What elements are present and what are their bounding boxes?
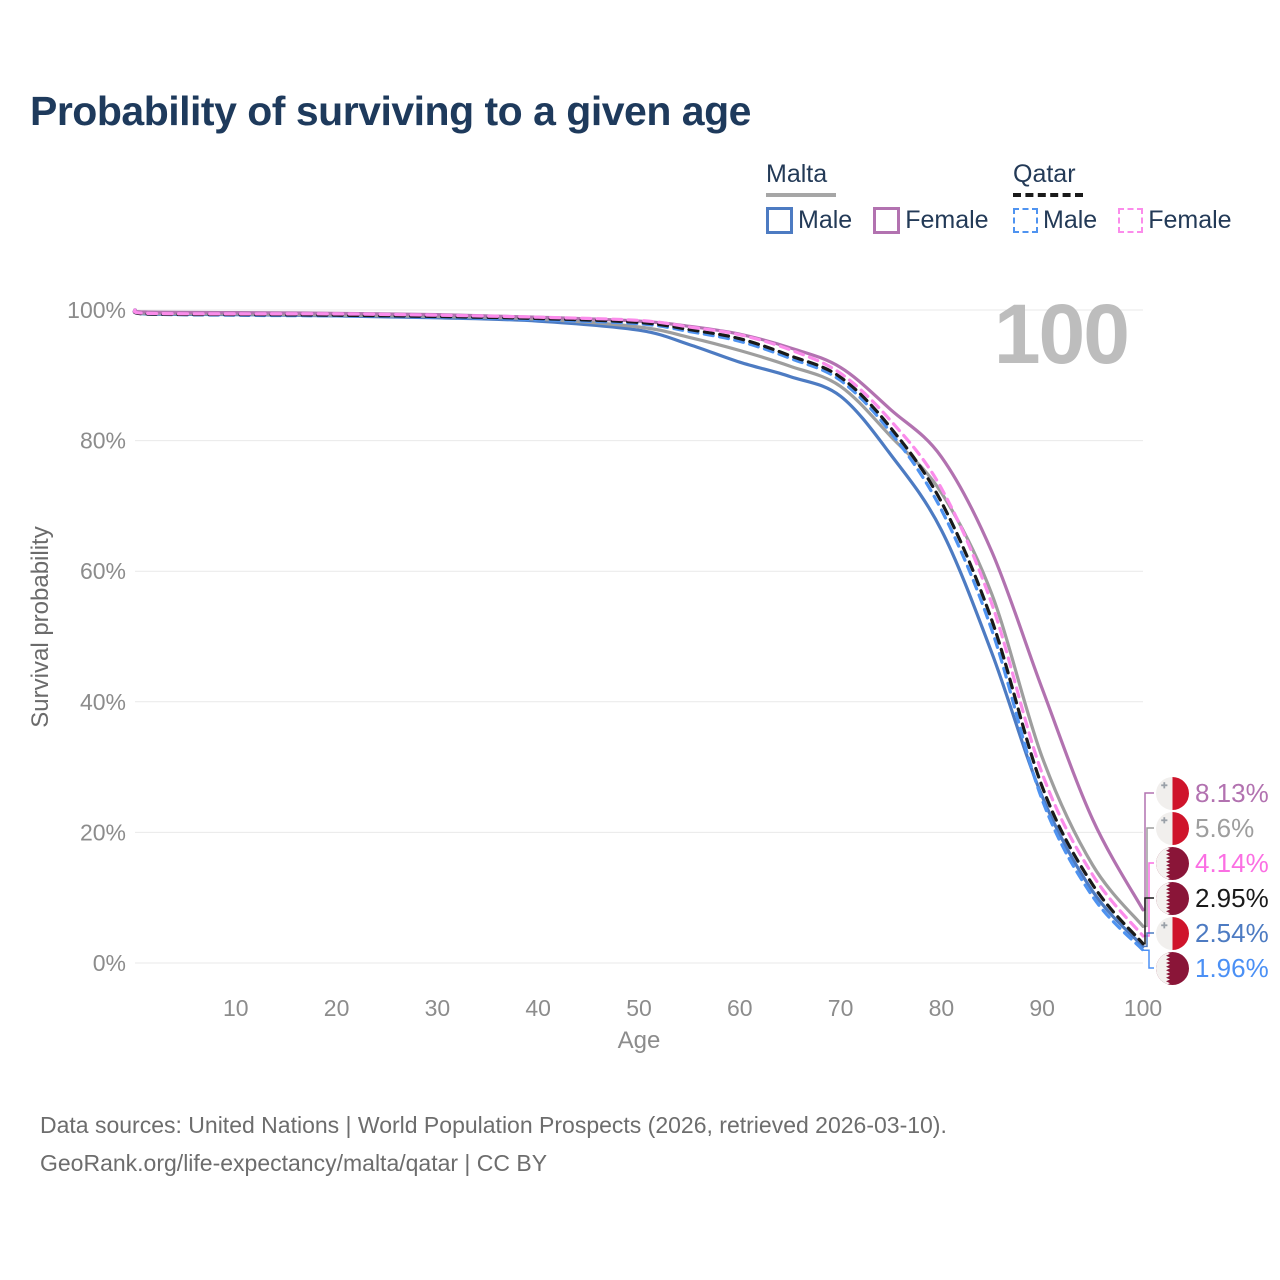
x-tick-label: 70 — [828, 995, 854, 1021]
leader-line — [1143, 932, 1154, 948]
page-title: Probability of surviving to a given age — [30, 88, 751, 134]
end-label-row: 1.96% — [1156, 951, 1269, 985]
x-tick-label: 80 — [929, 995, 955, 1021]
legend-item-malta-female[interactable]: Female — [873, 206, 989, 235]
y-tick-label: 40% — [80, 689, 126, 715]
malta-flag-icon — [1156, 811, 1189, 845]
end-value: 4.14% — [1195, 847, 1269, 878]
x-tick-label: 50 — [626, 995, 652, 1021]
legend-underline-solid — [766, 193, 836, 197]
leader-line — [1143, 949, 1154, 969]
end-value: 2.95% — [1195, 882, 1269, 913]
malta-male-swatch-icon — [766, 207, 793, 234]
qatar-male-swatch-icon — [1013, 208, 1038, 233]
end-label-row: 2.54% — [1156, 916, 1269, 950]
end-label-row: 8.13% — [1156, 776, 1269, 810]
malta-female-swatch-icon — [873, 207, 901, 234]
leader-line — [1143, 897, 1154, 945]
qatar-flag-icon — [1156, 951, 1189, 985]
y-tick-label: 20% — [80, 819, 126, 845]
legend-group-title-malta: Malta — [766, 160, 828, 188]
x-tick-label: 40 — [525, 995, 551, 1021]
x-tick-label: 10 — [223, 995, 249, 1021]
legend-group-malta: Malta Male Female — [766, 160, 1010, 235]
series-line-qatar[interactable] — [132, 308, 1145, 946]
y-tick-label: 60% — [80, 558, 126, 584]
end-label-row: 2.95% — [1156, 881, 1269, 915]
end-value: 1.96% — [1195, 952, 1269, 983]
end-label-row: 4.14% — [1156, 846, 1269, 880]
legend-item-label: Female — [905, 206, 989, 234]
x-axis-label: Age — [617, 1027, 661, 1054]
x-tick-label: 90 — [1029, 995, 1055, 1021]
end-value: 2.54% — [1195, 917, 1269, 948]
x-tick-label: 100 — [1124, 995, 1162, 1021]
legend-item-qatar-male[interactable]: Male — [1013, 206, 1097, 235]
qatar-female-swatch-icon — [1118, 208, 1144, 233]
series-line-qatar-female[interactable] — [132, 308, 1145, 938]
legend-item-malta-male[interactable]: Male — [766, 206, 852, 235]
footer: Data sources: United Nations | World Pop… — [40, 1106, 947, 1182]
x-tick-label: 60 — [727, 995, 753, 1021]
end-value: 5.6% — [1195, 812, 1255, 843]
attribution-text: GeoRank.org/life-expectancy/malta/qatar … — [40, 1150, 548, 1176]
data-sources-text: Data sources: United Nations | World Pop… — [40, 1112, 947, 1138]
legend-item-label: Female — [1148, 206, 1232, 234]
y-tick-label: 100% — [67, 297, 126, 323]
legend-underline-dashed — [1013, 193, 1083, 197]
series-line-malta-female[interactable] — [132, 308, 1145, 912]
legend-item-qatar-female[interactable]: Female — [1118, 206, 1232, 235]
malta-flag-icon — [1156, 776, 1189, 810]
end-value: 8.13% — [1195, 777, 1269, 808]
y-tick-label: 80% — [80, 428, 126, 454]
series-line-qatar-male[interactable] — [132, 308, 1145, 952]
y-tick-label: 0% — [93, 950, 126, 976]
malta-flag-icon — [1156, 916, 1189, 950]
legend-group-title-qatar: Qatar — [1013, 160, 1076, 188]
legend-group-qatar: Qatar Male Female — [1013, 160, 1253, 235]
qatar-flag-icon — [1156, 881, 1189, 915]
age-watermark: 100 — [993, 287, 1130, 381]
legend-item-label: Male — [1043, 206, 1098, 234]
x-tick-label: 30 — [425, 995, 451, 1021]
end-label-row: 5.6% — [1156, 811, 1255, 845]
x-tick-label: 20 — [324, 995, 350, 1021]
qatar-flag-icon — [1156, 846, 1189, 880]
series-line-malta[interactable] — [132, 308, 1145, 928]
legend-item-label: Male — [798, 206, 853, 234]
